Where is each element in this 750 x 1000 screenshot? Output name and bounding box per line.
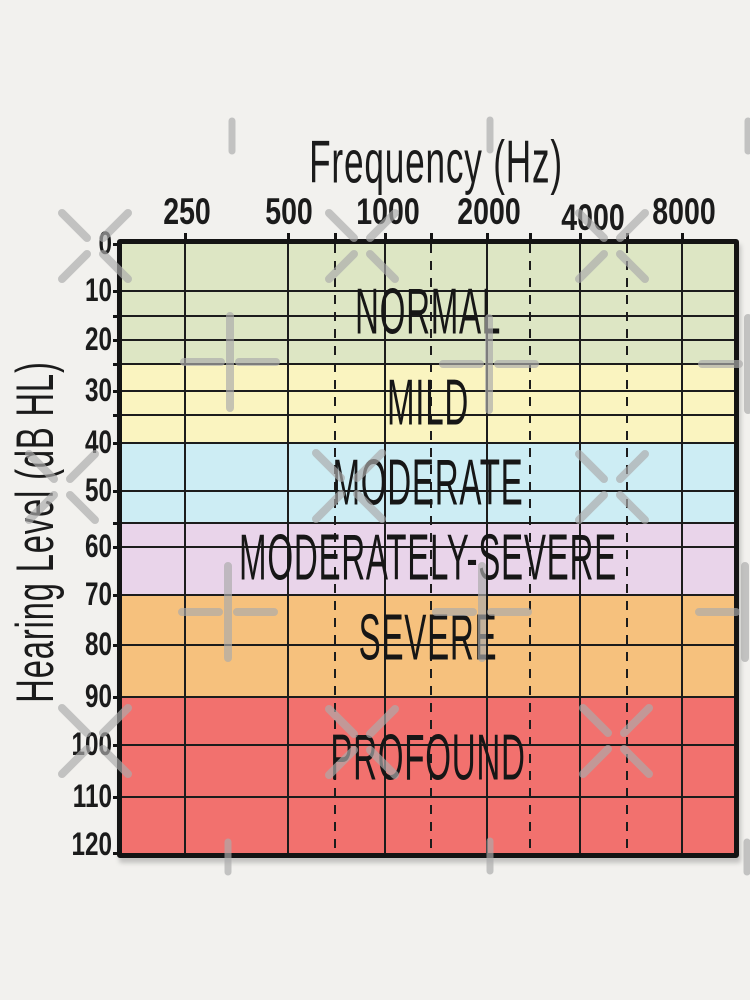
v-gridline-500hz [287,244,289,853]
h-gridline-80db [122,644,734,646]
band-label-moderately-severe: MODERATELY-SEVERE [239,520,617,594]
top-tick-nub-250hz [184,233,187,244]
db-tick-label-70: 70 [84,576,112,613]
db-tick-label-30: 30 [84,372,112,409]
freq-tick-label-500: 500 [265,192,313,233]
v-gridline-1000hz [384,244,386,853]
freq-tick-label-8000: 8000 [652,192,716,233]
band-label-mild: MILD [386,365,470,439]
db-tick-label-60: 60 [84,528,112,565]
band-label-severe: SEVERE [358,600,498,674]
db-tick-label-90: 90 [84,678,112,715]
db-tick-label-0: 0 [98,225,112,262]
v-gridline-dashed-6000hz [626,244,628,853]
db-tick-label-50: 50 [84,472,112,509]
v-gridline-dashed-750hz [334,244,336,853]
band-label-moderate: MODERATE [332,445,524,519]
db-tick-label-120: 120 [71,826,112,863]
h-gridline-50db [122,490,734,492]
v-gridline-250hz [184,244,186,853]
top-tick-nub-8000hz [681,233,684,244]
h-gridline-10db [122,290,734,292]
db-tick-label-100: 100 [71,726,112,763]
top-tick-nub-1500hz [430,233,433,244]
chart-border [117,239,739,858]
v-gridline-2000hz [486,244,488,853]
top-tick-nub-500hz [287,233,290,244]
v-gridline-dashed-1500hz [430,244,432,853]
db-tick-label-110: 110 [72,778,112,815]
freq-tick-label-250: 250 [163,192,211,233]
h-gridline-55db [122,522,734,524]
h-gridline-20db [122,339,734,341]
v-gridline-8000hz [681,244,683,853]
db-tick-label-40: 40 [84,424,112,461]
band-label-normal: NORMAL [354,274,502,348]
h-gridline-25db [122,363,734,365]
h-gridline-35db [122,414,734,416]
h-gridline-110db [122,796,734,798]
h-gridline-90db [122,696,734,698]
v-gridline-dashed-3000hz [529,244,531,853]
db-tick-label-80: 80 [84,626,112,663]
h-gridline-15db [122,315,734,317]
h-gridline-30db [122,390,734,392]
freq-tick-label-4000: 4000 [561,198,625,239]
top-tick-nub-2000hz [486,233,489,244]
h-gridline-60db [122,546,734,548]
h-gridline-100db [122,744,734,746]
h-gridline-40db [122,442,734,444]
h-gridline-70db [122,594,734,596]
freq-tick-label-1000: 1000 [356,192,420,233]
db-tick-label-20: 20 [84,321,112,358]
x-axis-title: Frequency (Hz) [309,128,563,197]
band-label-profound: PROFOUND [330,720,526,794]
freq-tick-label-2000: 2000 [457,192,521,233]
v-gridline-4000hz [579,244,581,853]
db-tick-label-10: 10 [84,272,112,309]
top-tick-nub-3000hz [529,233,532,244]
